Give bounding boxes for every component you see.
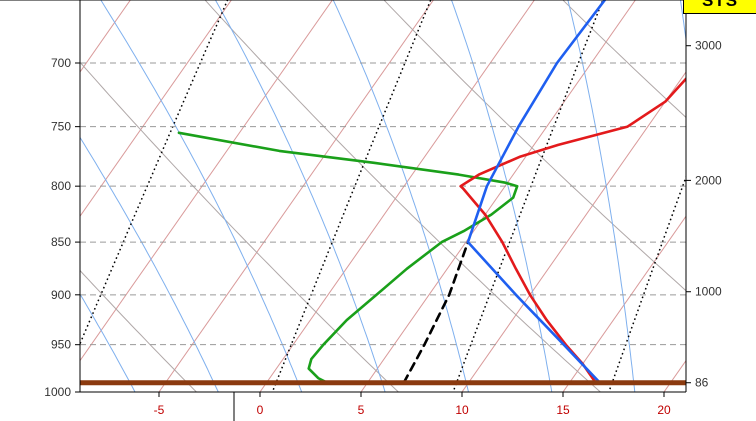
station-badge: STS bbox=[683, 0, 756, 14]
dry-adiabat-line bbox=[562, 0, 686, 119]
mixing-ratio-line bbox=[271, 0, 432, 392]
moist-adiabat-line bbox=[214, 0, 386, 392]
temperature-tick-label: -5 bbox=[154, 403, 165, 417]
moist-adiabat-line bbox=[100, 0, 303, 392]
isotherm-line bbox=[259, 0, 536, 392]
axes: 700 750 800 850 900 950 1000 3000 2000 1000 86 -5 0 5… bbox=[0, 0, 722, 421]
pressure-tick-label: 950 bbox=[51, 338, 71, 352]
pressure-tick-label: 800 bbox=[51, 179, 71, 193]
isotherm-line bbox=[80, 0, 334, 362]
sounding-profiles bbox=[80, 0, 686, 386]
moist-adiabat-line bbox=[332, 0, 470, 392]
height-tick-label: 86 bbox=[695, 376, 709, 390]
temperature-profile-line bbox=[459, 76, 686, 385]
temperature-tick-label: 20 bbox=[657, 403, 671, 417]
parcel-path-line bbox=[466, 0, 607, 385]
temperature-tick-label: 5 bbox=[358, 403, 365, 417]
height-tick-label: 2000 bbox=[695, 173, 722, 187]
isotherm-line bbox=[562, 215, 686, 392]
mixing-ratio-line bbox=[80, 0, 229, 346]
temperature-tick-label: 0 bbox=[257, 403, 264, 417]
moist-adiabat-line bbox=[80, 293, 136, 392]
dewpoint-profile-line bbox=[177, 131, 519, 385]
temperature-tick-label: 15 bbox=[556, 403, 570, 417]
pressure-tick-label: 850 bbox=[51, 235, 71, 249]
moist-adiabat-line bbox=[567, 0, 636, 392]
mixing-ratio-line bbox=[608, 174, 686, 392]
isotherm-line bbox=[461, 71, 686, 392]
pressure-tick-label: 750 bbox=[51, 120, 71, 134]
station-badge-label: STS bbox=[701, 0, 739, 10]
height-tick-label: 1000 bbox=[695, 285, 722, 299]
isotherm-line bbox=[80, 0, 233, 218]
dry-adiabat-line bbox=[383, 0, 686, 292]
isotherm-line bbox=[80, 0, 132, 73]
moist-adiabat-line bbox=[450, 0, 553, 392]
mixing-ratio-line bbox=[452, 0, 604, 392]
pressure-tick-label: 1000 bbox=[44, 385, 71, 399]
isotherm-line bbox=[158, 0, 435, 392]
dry-adiabat-line bbox=[204, 0, 602, 392]
parcel-dry-adiabat-line bbox=[402, 240, 470, 385]
dry-adiabat-line bbox=[80, 269, 198, 392]
temperature-tick-label: 10 bbox=[455, 403, 469, 417]
height-tick-label: 3000 bbox=[695, 39, 722, 53]
pressure-tick-label: 900 bbox=[51, 288, 71, 302]
pressure-tick-label: 700 bbox=[51, 56, 71, 70]
moist-adiabat-line bbox=[80, 136, 219, 392]
isotherm-line bbox=[360, 0, 637, 392]
